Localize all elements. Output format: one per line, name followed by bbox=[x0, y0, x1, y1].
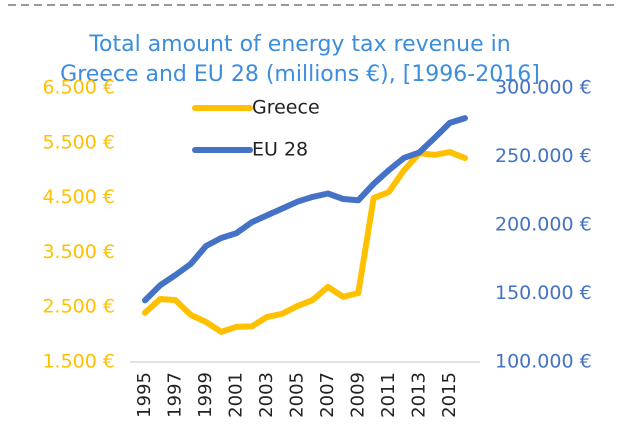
x-tick-label: 2015 bbox=[439, 372, 460, 418]
chart-title: Total amount of energy tax revenue in bbox=[88, 32, 510, 57]
y2-tick-label: 200.000 € bbox=[495, 214, 592, 236]
y2-tick-label: 100.000 € bbox=[495, 351, 592, 373]
y-tick-label: 3.500 € bbox=[42, 241, 115, 263]
x-tick-label: 2001 bbox=[225, 372, 246, 418]
y-tick-label: 6.500 € bbox=[42, 77, 115, 99]
x-tick-label: 1999 bbox=[195, 372, 216, 418]
y-tick-label: 1.500 € bbox=[42, 351, 115, 373]
y2-tick-label: 300.000 € bbox=[495, 77, 592, 99]
series-line bbox=[142, 115, 468, 304]
series-line bbox=[142, 149, 468, 335]
x-tick-label: 2003 bbox=[256, 372, 277, 418]
x-tick-label: 2009 bbox=[347, 372, 368, 418]
y-tick-label: 2.500 € bbox=[42, 296, 115, 318]
x-tick-label: 2005 bbox=[286, 372, 307, 418]
y2-tick-label: 150.000 € bbox=[495, 282, 592, 304]
x-tick-label: 2007 bbox=[317, 372, 338, 418]
y2-tick-label: 250.000 € bbox=[495, 145, 592, 167]
x-tick-label: 2011 bbox=[378, 372, 399, 418]
y-tick-label: 5.500 € bbox=[42, 131, 115, 153]
x-tick-label: 2013 bbox=[408, 372, 429, 418]
chart-title: Greece and EU 28 (millions €), [1996-201… bbox=[60, 62, 540, 87]
x-tick-label: 1995 bbox=[134, 372, 155, 418]
x-tick-label: 1997 bbox=[164, 372, 185, 418]
y-tick-label: 4.500 € bbox=[42, 186, 115, 208]
legend-label: EU 28 bbox=[252, 139, 308, 161]
legend-label: Greece bbox=[252, 97, 320, 119]
